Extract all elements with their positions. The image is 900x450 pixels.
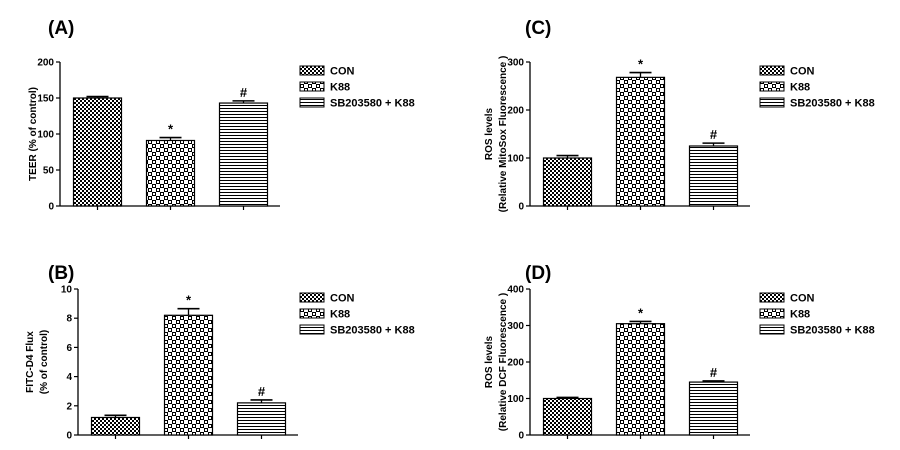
- bar-1: [90, 416, 141, 436]
- legend-label: CON: [790, 293, 815, 305]
- y-tick-label: 100: [507, 394, 524, 405]
- bar-3: [236, 402, 287, 436]
- chart-panel-2: (B) 0 2 4 6 8 10 FITC-D4 Flux (% of control) * # CO…: [25, 263, 415, 442]
- panel-label: (B): [48, 263, 74, 284]
- legend-label: K88: [330, 309, 350, 321]
- panel-label: (A): [48, 18, 74, 39]
- y-tick-label: 200: [37, 58, 54, 69]
- legend-label: K88: [790, 82, 810, 94]
- legend-swatch: [299, 292, 325, 303]
- y-tick-label: 100: [507, 154, 524, 165]
- bar-1: [72, 97, 123, 207]
- bar-3: [218, 102, 269, 207]
- legend-label: K88: [330, 82, 350, 94]
- legend-swatch: [299, 65, 325, 76]
- y-tick-label: 10: [61, 285, 73, 296]
- bar-3: [688, 145, 739, 207]
- legend-swatch: [759, 81, 785, 92]
- panel-label: (C): [525, 18, 551, 39]
- y-axis-subtitle: (Relative MitoSox Fluorescence ): [498, 56, 509, 213]
- legend-swatch: [299, 324, 325, 335]
- y-tick-label: 0: [518, 431, 524, 442]
- y-tick-label: 200: [507, 106, 524, 117]
- chart-panel-3: (C) 0 100 200 300 ROS levels (Relative MitoSox…: [484, 18, 875, 213]
- significance-marker: *: [638, 57, 644, 72]
- legend-swatch: [759, 292, 785, 303]
- y-tick-label: 6: [66, 343, 72, 354]
- y-tick-label: 0: [48, 202, 54, 213]
- legend-label: CON: [330, 66, 355, 78]
- legend-label: CON: [330, 293, 355, 305]
- legend-label: SB203580 + K88: [790, 98, 875, 110]
- bar-1: [542, 157, 593, 207]
- legend-label: K88: [790, 309, 810, 321]
- legend-label: SB203580 + K88: [330, 98, 415, 110]
- legend-label: SB203580 + K88: [790, 325, 875, 337]
- legend-swatch: [759, 65, 785, 76]
- y-tick-label: 8: [66, 314, 72, 325]
- chart-panel-1: (A) 0 50 100 150 200 TEER (% of control) * # CON K…: [28, 18, 415, 213]
- y-axis-title: TEER (% of control): [28, 87, 39, 181]
- y-axis-subtitle: (% of control): [39, 330, 50, 394]
- significance-marker: #: [710, 365, 718, 380]
- significance-marker: *: [168, 122, 174, 137]
- legend-swatch: [759, 97, 785, 108]
- legend-label: CON: [790, 66, 815, 78]
- bar-2: [615, 76, 666, 207]
- significance-marker: *: [186, 293, 192, 308]
- y-tick-label: 2: [66, 401, 72, 412]
- bar-2: [615, 323, 666, 436]
- bar-1: [542, 397, 593, 436]
- y-tick-label: 300: [507, 321, 524, 332]
- significance-marker: #: [710, 127, 718, 142]
- y-tick-label: 300: [507, 58, 524, 69]
- chart-panel-4: (D) 0 100 200 300 400 ROS levels (Relative DCF …: [484, 263, 875, 442]
- y-tick-label: 4: [66, 372, 72, 383]
- legend-swatch: [299, 308, 325, 319]
- y-axis-title: ROS levels: [484, 107, 495, 160]
- y-tick-label: 200: [507, 358, 524, 369]
- bar-2: [145, 139, 196, 207]
- legend-label: SB203580 + K88: [330, 325, 415, 337]
- y-tick-label: 100: [37, 130, 54, 141]
- y-axis-subtitle: (Relative DCF Fluorescence ): [498, 293, 509, 431]
- y-axis-title: FITC-D4 Flux: [25, 331, 36, 393]
- legend-swatch: [759, 308, 785, 319]
- y-axis-title: ROS levels: [484, 335, 495, 388]
- bar-3: [688, 381, 739, 436]
- y-tick-label: 50: [43, 166, 55, 177]
- y-tick-label: 150: [37, 94, 54, 105]
- legend-swatch: [299, 97, 325, 108]
- significance-marker: #: [240, 85, 248, 100]
- legend-swatch: [759, 324, 785, 335]
- panel-label: (D): [525, 263, 551, 284]
- bar-2: [163, 314, 214, 436]
- y-tick-label: 400: [507, 285, 524, 296]
- y-tick-label: 0: [66, 431, 72, 442]
- legend-swatch: [299, 81, 325, 92]
- significance-marker: #: [258, 384, 266, 399]
- significance-marker: *: [638, 305, 644, 320]
- y-tick-label: 0: [518, 202, 524, 213]
